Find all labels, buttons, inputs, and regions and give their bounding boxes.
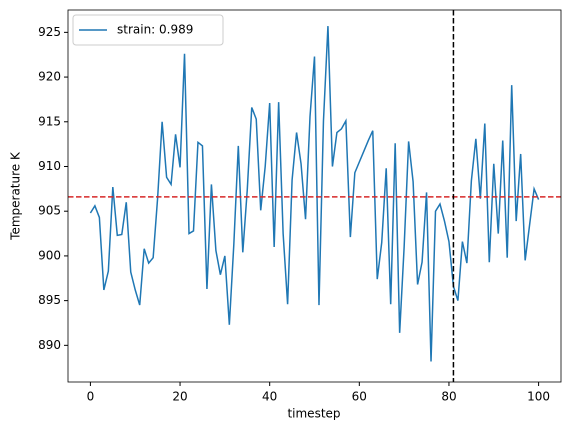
x-tick-label: 20 xyxy=(172,390,187,404)
y-tick-label: 895 xyxy=(38,293,61,307)
x-tick-label: 40 xyxy=(262,390,277,404)
x-axis-label: timestep xyxy=(287,407,340,421)
legend-label: strain: 0.989 xyxy=(117,23,193,37)
y-tick-label: 890 xyxy=(38,338,61,352)
x-tick-label: 80 xyxy=(441,390,456,404)
y-tick-label: 910 xyxy=(38,159,61,173)
data-line xyxy=(89,26,540,362)
plot-frame xyxy=(67,9,562,383)
legend-box xyxy=(72,14,224,46)
y-tick-label: 920 xyxy=(38,70,61,84)
x-tick-label: 100 xyxy=(527,390,550,404)
y-tick-label: 925 xyxy=(38,25,61,39)
y-tick-label: 900 xyxy=(38,248,61,262)
x-tick-label: 0 xyxy=(87,390,95,404)
y-axis-label: Temperature K xyxy=(9,151,23,241)
y-tick-label: 915 xyxy=(38,114,61,128)
x-tick-label: 60 xyxy=(352,390,367,404)
y-tick-label: 905 xyxy=(38,204,61,218)
